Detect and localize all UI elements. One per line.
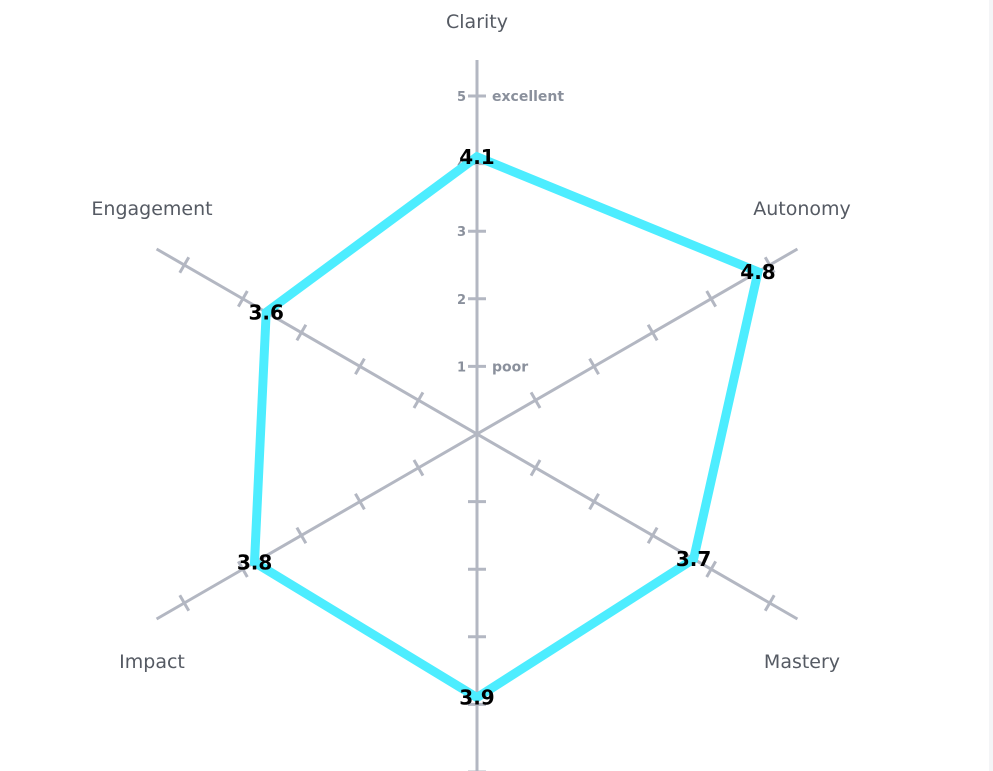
data-label-clarity: 4.1 bbox=[459, 145, 494, 169]
tick-mark-engagement-3 bbox=[295, 324, 308, 342]
tick-mark-autonomy-5 bbox=[763, 256, 776, 274]
data-point-clarity bbox=[476, 156, 478, 158]
series-polygon-1 bbox=[249, 151, 764, 703]
scale-tick-label-5: 5 bbox=[457, 90, 466, 105]
axis-label-impact: Impact bbox=[119, 651, 185, 673]
data-label-mastery: 3.7 bbox=[676, 547, 711, 571]
axis-label-mastery: Mastery bbox=[764, 651, 840, 673]
scrollbar-track bbox=[989, 0, 993, 771]
tick-mark-autonomy-2 bbox=[588, 357, 600, 375]
tick-mark-mastery-4 bbox=[705, 560, 717, 578]
scale-low-label: poor bbox=[492, 359, 528, 375]
scale-tick-label-2: 2 bbox=[457, 293, 466, 308]
tick-mark-mastery-1 bbox=[529, 459, 542, 477]
tick-mark-engagement-4 bbox=[237, 290, 249, 308]
tick-mark-mastery-2 bbox=[588, 493, 600, 511]
data-label-bottom: 3.9 bbox=[459, 686, 494, 710]
tick-mark-impact-4 bbox=[237, 560, 249, 578]
tick-mark-engagement-2 bbox=[354, 357, 366, 375]
tick-mark-impact-3 bbox=[295, 526, 308, 544]
tick-mark-autonomy-4 bbox=[705, 290, 717, 308]
data-label-impact: 3.8 bbox=[237, 550, 272, 574]
data-point-impact bbox=[254, 561, 256, 563]
series-layer bbox=[249, 151, 764, 703]
tick-mark-engagement-5 bbox=[178, 256, 191, 274]
tick-mark-impact-2 bbox=[354, 493, 366, 511]
data-point-engagement bbox=[265, 311, 267, 313]
tick-mark-impact-5 bbox=[178, 594, 191, 612]
data-label-autonomy: 4.8 bbox=[740, 260, 775, 284]
scale-high-label: excellent bbox=[492, 89, 564, 105]
axis-label-engagement: Engagement bbox=[91, 198, 212, 220]
tick-mark-mastery-3 bbox=[646, 526, 659, 544]
tick-mark-engagement-1 bbox=[412, 391, 425, 409]
tick-mark-autonomy-1 bbox=[529, 391, 542, 409]
labels-layer: Clarity Autonomy Mastery Impact Engagement 4.… bbox=[91, 11, 850, 710]
data-point-bottom bbox=[476, 697, 478, 699]
scale-tick-label-1: 1 bbox=[457, 360, 466, 375]
scale-tick-label-3: 3 bbox=[457, 225, 466, 240]
axis-label-clarity: Clarity bbox=[446, 11, 508, 33]
data-point-mastery bbox=[693, 558, 695, 560]
tick-mark-autonomy-3 bbox=[646, 324, 659, 342]
data-label-engagement: 3.6 bbox=[249, 300, 284, 324]
data-point-autonomy bbox=[757, 271, 759, 273]
tick-mark-impact-1 bbox=[412, 459, 425, 477]
tick-mark-mastery-5 bbox=[763, 594, 776, 612]
axis-label-autonomy: Autonomy bbox=[753, 198, 851, 220]
